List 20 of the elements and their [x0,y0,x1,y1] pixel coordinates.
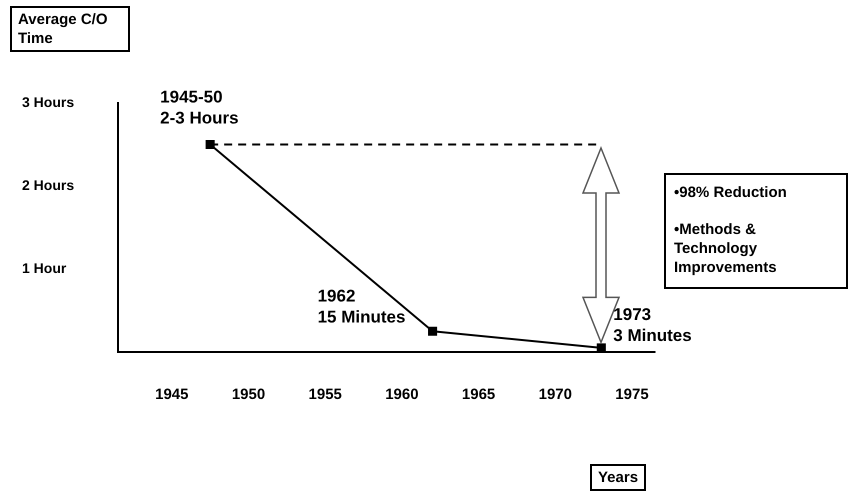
annotation: 1962 15 Minutes [318,286,406,326]
x-tick-label: 1960 [385,386,419,404]
annotation: 1945-50 2-3 Hours [160,88,239,128]
text: •98% Reduction [674,183,788,202]
point [206,140,215,150]
x-axis-title: Years [590,464,646,491]
y-tick-label: 1 Hour [22,260,67,276]
point [596,343,606,352]
point [428,326,438,336]
x-tick-label: 1970 [538,386,572,404]
annotation: 1973 3 Minutes [613,304,692,345]
text: •Methods & Technology Improvements [674,220,778,277]
y-tick-label: 2 Hours [22,176,74,193]
y-axis-title: Average C/O Time [10,6,130,52]
x-tick-label: 1975 [615,386,649,404]
x-tick-label: 1965 [462,386,496,404]
x-tick-label: 1945 [155,386,188,404]
y-tick-label: 3 Hours [22,94,74,110]
x-tick-label: 1950 [232,386,266,404]
x-tick-label: 1955 [308,386,342,404]
